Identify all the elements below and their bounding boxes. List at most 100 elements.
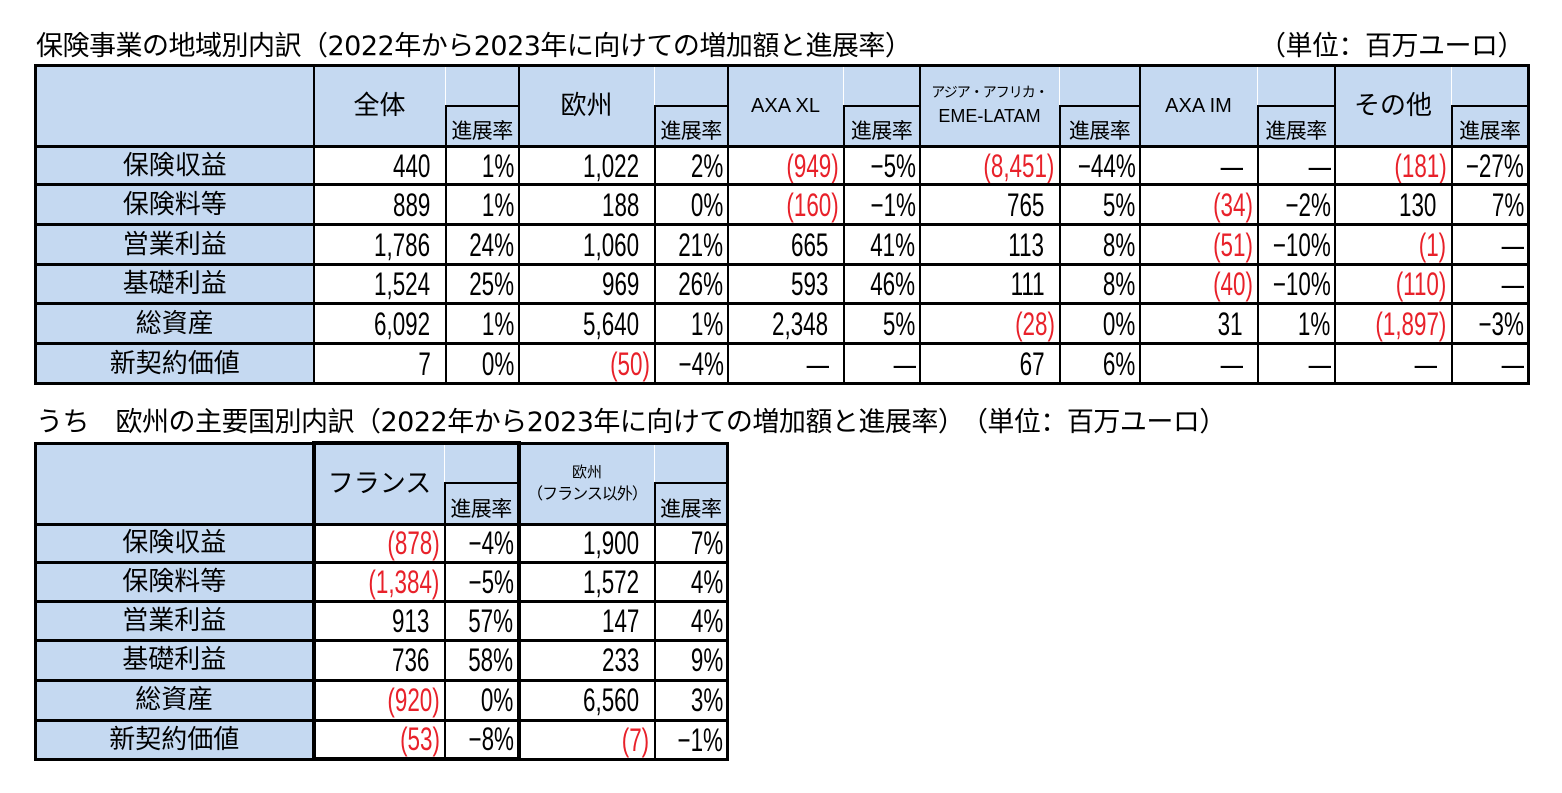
rate-text: −1% — [677, 721, 723, 758]
row-label: 新契約価値 — [34, 718, 315, 761]
rate-cell: −4% — [443, 522, 521, 564]
row-label: 保険収益 — [34, 522, 315, 564]
rate-cell: 46% — [842, 263, 921, 305]
rate-text: 1% — [1298, 305, 1331, 342]
value-text: (181) — [1394, 147, 1447, 184]
rate-text: −5% — [870, 147, 916, 184]
value-cell: 1,786 — [312, 223, 447, 266]
column-header-europe: 欧州 — [517, 64, 655, 148]
rate-text: 21% — [678, 226, 724, 263]
rate-text: 0% — [1103, 305, 1136, 342]
rate-text: 1% — [482, 186, 515, 223]
rate-text: 2% — [691, 147, 724, 184]
value-text: 147 — [602, 602, 640, 639]
rate-cell: −10% — [1256, 263, 1336, 305]
rate-cell: — — [842, 342, 921, 385]
value-cell: (1,897) — [1333, 302, 1453, 345]
value-text: (878) — [387, 525, 440, 561]
rate-text: 0% — [691, 186, 724, 223]
rate-cell: 8% — [1058, 223, 1141, 266]
value-text: 1,572 — [583, 563, 640, 600]
column-header-france: フランス — [311, 441, 445, 526]
value-text: 889 — [393, 186, 431, 223]
rate-text: — — [1501, 226, 1524, 263]
rate-cell: 4% — [653, 560, 729, 603]
value-text: 2,348 — [772, 305, 829, 342]
europe-country-breakdown-unit: （単位：百万ユーロ） — [974, 407, 1226, 438]
column-header-progress-rate: 進展率 — [1058, 104, 1141, 148]
header-spacer — [1451, 64, 1530, 107]
value-cell: 889 — [312, 183, 447, 226]
value-cell: 1,524 — [312, 263, 447, 305]
rate-text: 26% — [678, 266, 724, 302]
column-header-label: AXA XL — [751, 95, 820, 117]
value-cell: (1,384) — [311, 560, 446, 603]
rate-text: 9% — [690, 642, 723, 678]
value-cell: (28) — [918, 302, 1061, 345]
rate-cell: 1% — [653, 302, 729, 345]
column-header-progress-rate: 進展率 — [444, 104, 520, 148]
value-cell: 67 — [918, 342, 1061, 385]
rate-cell: 9% — [653, 638, 729, 682]
column-header-progress-rate: 進展率 — [842, 104, 921, 148]
value-cell: (1) — [1333, 223, 1453, 266]
rate-text: 8% — [1103, 266, 1136, 302]
value-cell: 2,348 — [726, 302, 845, 345]
regional-breakdown-title: 保険事業の地域別内訳（2022年から2023年に向けての増加額と進展率） — [36, 31, 912, 62]
rate-text: −3% — [1478, 305, 1524, 342]
header-spacer — [654, 442, 729, 484]
rate-cell: — — [1256, 145, 1336, 186]
table-row: 保険料等 (1,384) −5% 1,572 4% — [34, 560, 729, 603]
value-text: — — [806, 345, 829, 382]
rate-text: 58% — [468, 642, 514, 678]
value-text: 67 — [1019, 345, 1045, 382]
column-header-axa-im: AXA IM — [1138, 64, 1258, 148]
value-cell: 736 — [311, 638, 446, 682]
column-header-europe-excl-france: 欧州 （フランス以外） — [517, 442, 655, 526]
rate-text: 1% — [482, 305, 515, 342]
row-label: 基礎利益 — [34, 638, 315, 682]
row-label: 新契約価値 — [34, 342, 315, 385]
rate-text: −8% — [468, 721, 514, 758]
value-text: (1) — [1419, 226, 1447, 263]
rate-text: 1% — [482, 147, 515, 184]
table-row: 新契約価値 7 0% (50) −4% — — 67 6% — — — — — [34, 342, 1530, 385]
rate-cell: −27% — [1450, 145, 1530, 186]
table-row: 総資産 (920) 0% 6,560 3% — [34, 678, 729, 722]
value-text: (160) — [786, 186, 839, 223]
column-header-progress-rate: 進展率 — [443, 482, 521, 526]
value-text: (50) — [609, 345, 650, 382]
value-text: 130 — [1399, 186, 1437, 223]
rate-cell: 25% — [444, 263, 520, 305]
header-spacer — [1257, 64, 1336, 107]
value-cell: (7) — [517, 718, 656, 761]
row-label: 営業利益 — [34, 599, 315, 642]
rate-text: 4% — [690, 563, 723, 600]
rate-cell: 0% — [443, 678, 521, 722]
value-text: (28) — [1014, 305, 1055, 342]
table-row: 新契約価値 (53) −8% (7) −1% — [34, 718, 729, 761]
value-text: 1,786 — [374, 226, 431, 263]
value-cell: 1,060 — [517, 223, 656, 266]
table-row: 基礎利益 736 58% 233 9% — [34, 638, 729, 682]
row-label: 総資産 — [34, 302, 315, 345]
value-text: (949) — [786, 147, 839, 184]
column-header-label: フランス — [327, 468, 432, 499]
rate-cell: — — [1256, 342, 1336, 385]
rate-text: 57% — [468, 602, 514, 639]
rate-cell: 0% — [653, 183, 729, 226]
rate-cell: 58% — [443, 638, 521, 682]
rate-text: — — [893, 345, 916, 382]
column-header-label: 欧州 — [560, 91, 613, 121]
row-label-header-cell — [34, 442, 315, 526]
rate-cell: 8% — [1058, 263, 1141, 305]
value-cell: (110) — [1333, 263, 1453, 305]
europe-country-breakdown-title-text: うち 欧州の主要国別内訳（2022年から2023年に向けての増加額と進展率） — [36, 407, 965, 438]
value-text: 233 — [602, 642, 640, 678]
rate-cell: −3% — [1450, 302, 1530, 345]
value-cell: 1,572 — [517, 560, 656, 603]
value-text: 7 — [418, 345, 431, 382]
value-text: — — [1220, 345, 1243, 382]
value-text: 665 — [791, 226, 829, 263]
value-text: 913 — [392, 602, 430, 639]
